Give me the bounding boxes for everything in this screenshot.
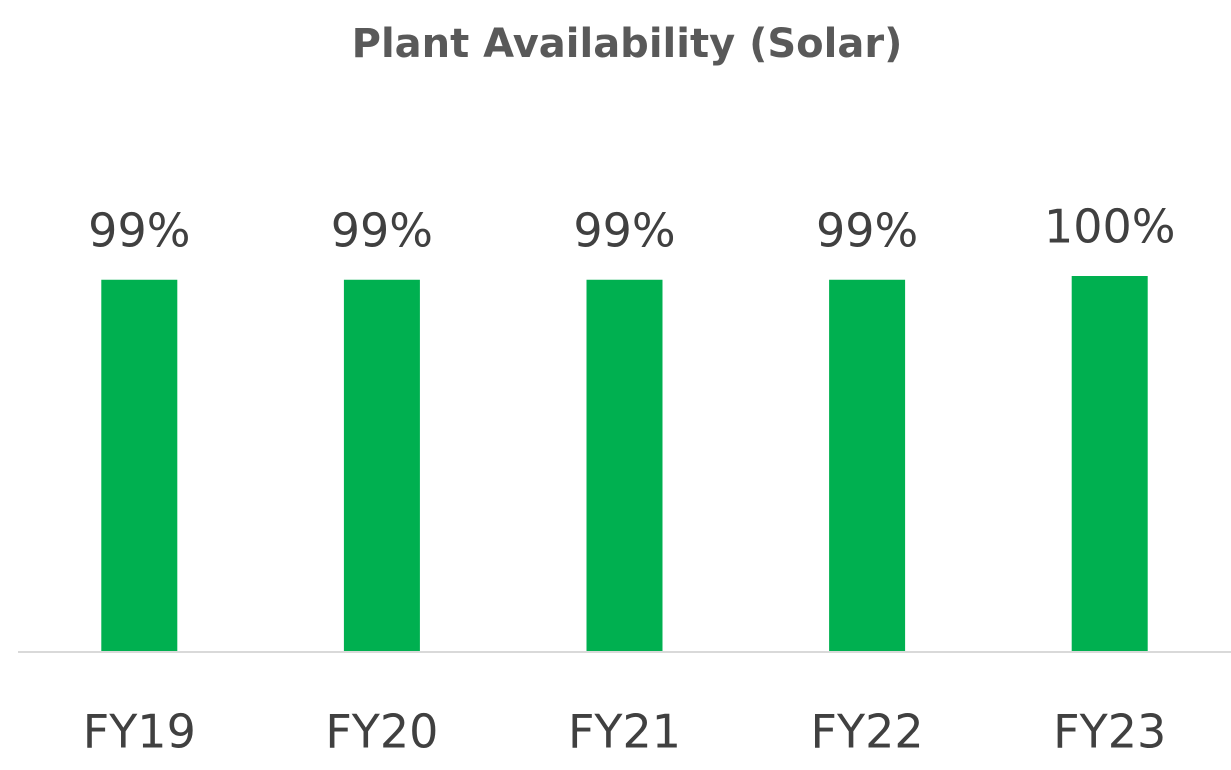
x-tick-label: FY22 [811,705,924,759]
chart-title: Plant Availability (Solar) [352,21,903,67]
data-label: 99% [88,203,190,257]
bar [343,279,420,651]
bar [101,279,178,651]
data-label: 99% [573,203,675,257]
x-tick-label: FY20 [325,705,438,759]
data-label: 100% [1044,200,1176,254]
bar [1071,276,1148,651]
data-label: 99% [331,203,433,257]
x-tick-label: FY21 [568,705,681,759]
data-label: 99% [816,203,918,257]
x-tick-label: FY19 [83,705,196,759]
x-tick-label: FY23 [1053,705,1166,759]
bar [586,279,663,651]
bar [829,279,906,651]
